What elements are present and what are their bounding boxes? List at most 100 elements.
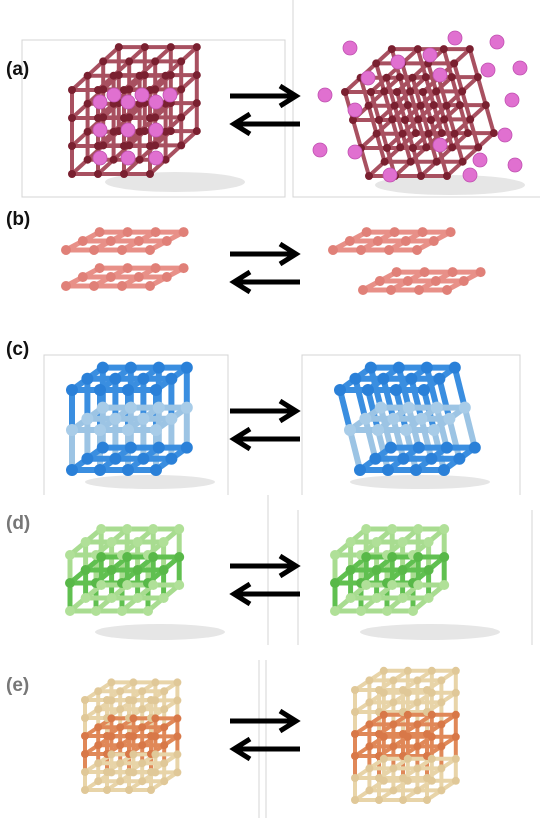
node — [83, 99, 92, 108]
node — [351, 686, 359, 694]
node — [403, 101, 412, 110]
node — [379, 754, 388, 763]
node — [390, 101, 399, 110]
node — [451, 776, 460, 785]
lattice — [81, 678, 182, 794]
node — [349, 116, 357, 124]
node — [180, 401, 193, 414]
node — [151, 732, 160, 741]
node — [81, 750, 89, 758]
node — [458, 157, 467, 166]
node — [416, 101, 425, 110]
node — [178, 227, 189, 238]
node — [389, 742, 398, 751]
node — [135, 155, 144, 164]
node — [383, 144, 391, 152]
node — [80, 565, 91, 575]
node — [192, 71, 201, 80]
node — [481, 101, 490, 110]
node — [116, 777, 125, 786]
node — [105, 272, 116, 283]
node — [94, 464, 106, 476]
node — [453, 452, 466, 465]
node — [96, 552, 107, 562]
node — [96, 441, 109, 454]
node — [424, 129, 433, 138]
node — [354, 464, 366, 476]
node — [125, 113, 134, 122]
node — [423, 565, 434, 575]
node — [89, 281, 99, 291]
node — [83, 155, 92, 164]
node — [398, 129, 407, 138]
node — [390, 384, 402, 396]
node — [386, 285, 396, 295]
node — [80, 593, 91, 603]
node — [372, 236, 383, 247]
node — [361, 552, 372, 562]
lattice — [61, 227, 189, 255]
node — [116, 741, 125, 750]
node — [395, 73, 404, 82]
node — [397, 565, 408, 575]
arrow-right — [230, 553, 301, 579]
node — [103, 786, 111, 794]
frame — [301, 354, 521, 495]
node — [463, 129, 472, 138]
node — [107, 678, 116, 687]
node — [158, 537, 169, 547]
node — [375, 116, 383, 124]
node — [122, 552, 133, 562]
node — [94, 227, 105, 238]
node — [361, 227, 372, 238]
node — [117, 606, 127, 616]
bond — [352, 375, 369, 422]
node — [151, 678, 160, 687]
node — [94, 723, 103, 732]
node — [403, 732, 412, 741]
node — [414, 285, 424, 295]
node — [425, 452, 438, 465]
node — [439, 552, 450, 562]
node — [413, 552, 424, 562]
node — [148, 580, 159, 590]
bond — [351, 118, 363, 150]
guest-molecule — [148, 94, 164, 110]
bond — [436, 375, 453, 422]
node — [448, 361, 461, 374]
node — [362, 384, 374, 396]
node — [364, 361, 377, 374]
bond — [362, 415, 379, 462]
node — [161, 272, 172, 283]
guest-molecule — [504, 92, 520, 108]
node — [129, 768, 138, 777]
node — [351, 730, 359, 738]
node — [405, 372, 418, 385]
node — [165, 452, 178, 465]
lattice — [334, 361, 481, 476]
node — [437, 698, 446, 707]
node — [413, 698, 422, 707]
node — [406, 87, 415, 96]
node — [389, 764, 398, 773]
node — [173, 678, 182, 687]
node — [423, 593, 434, 603]
node — [371, 537, 382, 547]
node — [81, 372, 94, 385]
node — [351, 708, 359, 716]
node — [365, 764, 374, 773]
node — [81, 452, 94, 465]
node — [428, 236, 439, 247]
node — [65, 550, 75, 560]
node — [349, 372, 362, 385]
node — [160, 777, 169, 786]
node — [151, 85, 160, 94]
node — [473, 73, 482, 82]
node — [440, 115, 449, 124]
node — [403, 710, 412, 719]
node — [356, 606, 366, 616]
node — [81, 768, 89, 776]
node — [412, 245, 422, 255]
node — [68, 170, 76, 178]
